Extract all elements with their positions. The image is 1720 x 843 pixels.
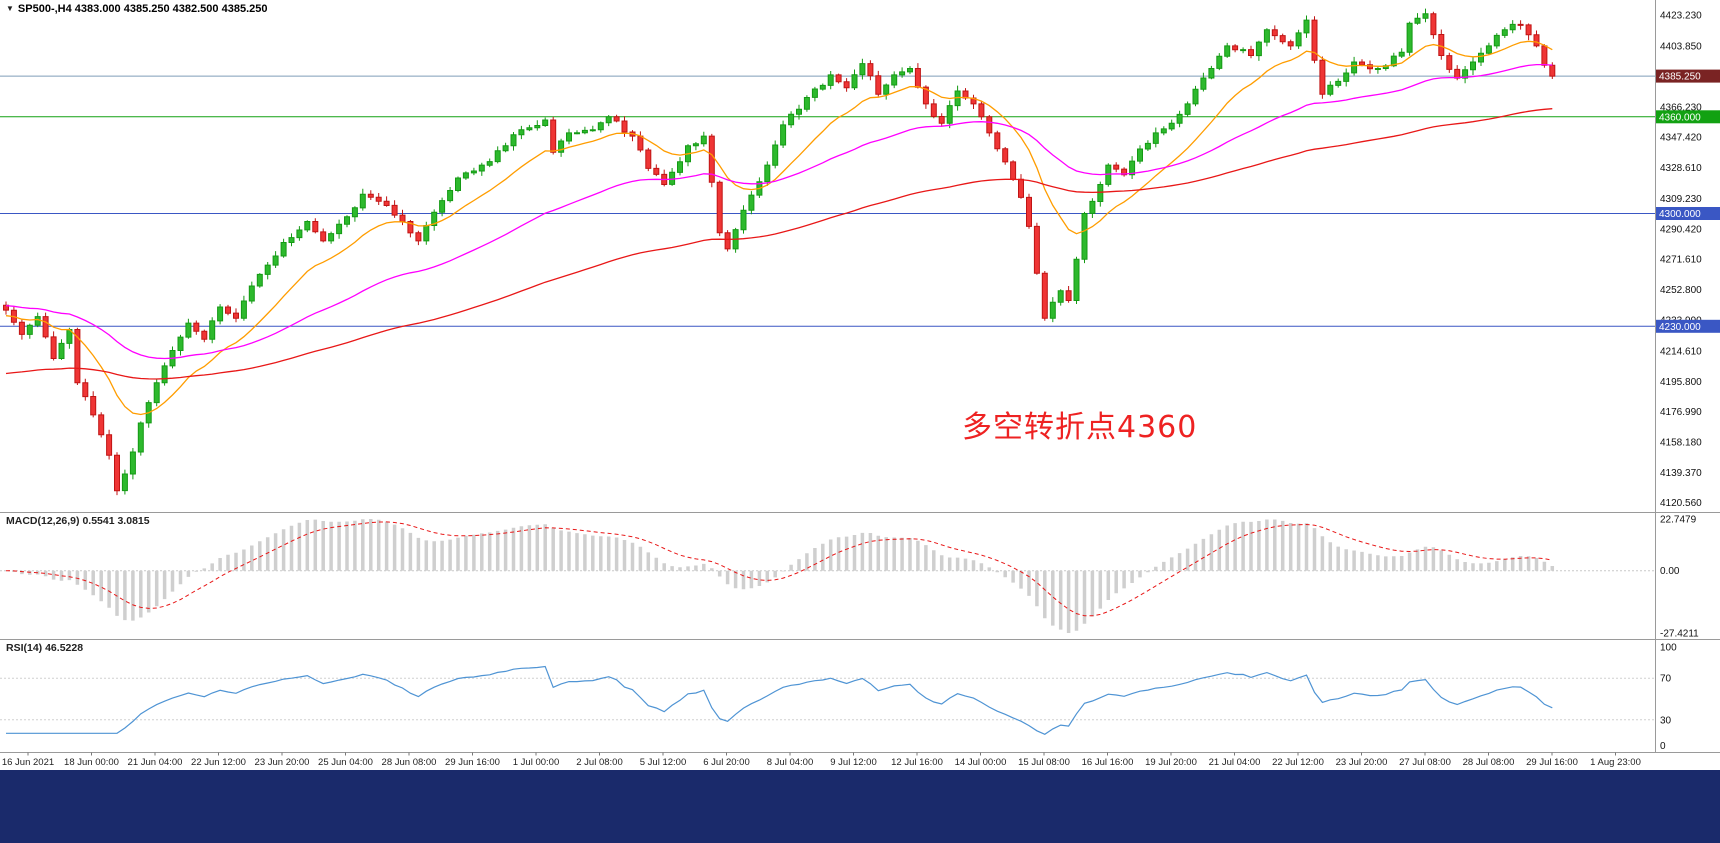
price-badge-label: 4230.000 xyxy=(1659,322,1701,333)
price-badge-label: 4360.000 xyxy=(1659,112,1701,123)
price-axis-label[interactable]: 4309.230 xyxy=(1660,194,1702,205)
ma-line-slow xyxy=(5,108,1553,380)
chart-text-annotation[interactable]: 多空转折点4360 xyxy=(962,410,1198,445)
price-axis-label[interactable]: 4290.420 xyxy=(1660,224,1702,235)
ma-line-fast xyxy=(5,40,1553,416)
time-axis-label[interactable]: 25 Jun 04:00 xyxy=(318,757,373,768)
time-axis-label[interactable]: 23 Jul 20:00 xyxy=(1336,757,1388,768)
price-axis-label[interactable]: 4271.610 xyxy=(1660,255,1702,266)
time-axis-label[interactable]: 27 Jul 08:00 xyxy=(1399,757,1451,768)
price-axis-label[interactable]: 4158.180 xyxy=(1660,438,1702,449)
time-axis-label[interactable]: 21 Jun 04:00 xyxy=(128,757,183,768)
macd-histogram xyxy=(12,519,1555,633)
price-badge-4385.250 xyxy=(1656,69,1720,83)
time-axis-label[interactable]: 8 Jul 04:00 xyxy=(767,757,813,768)
rsi-axis-label[interactable]: 0 xyxy=(1660,741,1666,752)
price-badge-4300.000 xyxy=(1656,207,1720,220)
time-axis-label[interactable]: 16 Jul 16:00 xyxy=(1082,757,1134,768)
price-badge-label: 4385.250 xyxy=(1659,72,1701,83)
time-axis-ticks xyxy=(27,752,1616,756)
price-axis-label[interactable]: 4328.610 xyxy=(1660,163,1702,174)
time-axis-label[interactable]: 22 Jul 12:00 xyxy=(1272,757,1324,768)
time-axis-label[interactable]: 18 Jun 00:00 xyxy=(64,757,119,768)
price-axis-label[interactable]: 4139.370 xyxy=(1660,468,1702,479)
down-candle-bodies xyxy=(3,13,1556,492)
time-axis-label[interactable]: 1 Jul 00:00 xyxy=(513,757,559,768)
price-axis-label[interactable]: 4347.420 xyxy=(1660,133,1702,144)
time-axis-label[interactable]: 16 Jun 2021 xyxy=(2,757,54,768)
time-axis-label[interactable]: 14 Jul 00:00 xyxy=(955,757,1007,768)
time-axis-label[interactable]: 9 Jul 12:00 xyxy=(830,757,876,768)
taskbar[interactable] xyxy=(0,770,1720,843)
chart-canvas[interactable]: 4423.230 4403.850 4366.230 4347.420 4328.610… xyxy=(0,0,1720,770)
price-axis-label[interactable]: 4120.560 xyxy=(1660,498,1702,509)
time-axis-label[interactable]: 1 Aug 23:00 xyxy=(1590,757,1641,768)
ma-line-mid xyxy=(5,63,1553,360)
time-axis-label[interactable]: 15 Jul 08:00 xyxy=(1018,757,1070,768)
chart-title: ▼ SP500-,H4 4383.000 4385.250 4382.500 43… xyxy=(6,3,267,15)
up-candle-bodies xyxy=(26,13,1516,492)
time-axis-label[interactable]: 22 Jun 12:00 xyxy=(191,757,246,768)
time-axis-label[interactable]: 6 Jul 20:00 xyxy=(703,757,749,768)
price-axis-label[interactable]: 4176.990 xyxy=(1660,407,1702,418)
price-badge-label: 4300.000 xyxy=(1659,209,1701,220)
time-axis-label[interactable]: 29 Jun 16:00 xyxy=(445,757,500,768)
price-axis-label[interactable]: 4403.850 xyxy=(1660,42,1702,53)
price-badge-4360.000 xyxy=(1656,110,1720,124)
time-axis-label[interactable]: 21 Jul 04:00 xyxy=(1209,757,1261,768)
time-axis-label[interactable]: 29 Jul 16:00 xyxy=(1526,757,1578,768)
time-axis-label[interactable]: 28 Jun 08:00 xyxy=(382,757,437,768)
time-axis-label[interactable]: 23 Jun 20:00 xyxy=(255,757,310,768)
rsi-axis-label[interactable]: 100 xyxy=(1660,643,1677,654)
macd-indicator-label: MACD(12,26,9) 0.5541 3.0815 xyxy=(6,515,150,527)
time-axis-label[interactable]: 19 Jul 20:00 xyxy=(1145,757,1197,768)
up-candle-wicks xyxy=(29,8,1514,495)
price-axis-label[interactable]: 4423.230 xyxy=(1660,10,1702,21)
macd-axis-label[interactable]: 22.7479 xyxy=(1660,515,1697,526)
time-axis-label[interactable]: 28 Jul 08:00 xyxy=(1463,757,1515,768)
price-badge-4230.000 xyxy=(1656,319,1720,333)
macd-axis-label[interactable]: 0.00 xyxy=(1660,566,1680,577)
price-axis-label[interactable]: 4214.610 xyxy=(1660,347,1702,358)
rsi-axis-label[interactable]: 30 xyxy=(1660,715,1672,726)
time-axis-label[interactable]: 2 Jul 08:00 xyxy=(576,757,622,768)
symbol-ohlc-title: SP500-,H4 4383.000 4385.250 4382.500 438… xyxy=(17,3,268,15)
price-axis-label[interactable]: 4366.230 xyxy=(1660,102,1702,113)
time-axis-label[interactable]: 12 Jul 16:00 xyxy=(891,757,943,768)
price-axis-label[interactable]: 4195.800 xyxy=(1660,377,1702,388)
rsi-axis-label[interactable]: 70 xyxy=(1660,674,1672,685)
rsi-indicator-label: RSI(14) 46.5228 xyxy=(6,642,84,654)
macd-axis-label[interactable]: -27.4211 xyxy=(1660,629,1699,640)
price-axis-label[interactable]: 4252.800 xyxy=(1660,285,1702,296)
rsi-line xyxy=(6,665,1553,735)
time-axis-label[interactable]: 5 Jul 12:00 xyxy=(640,757,686,768)
macd-signal-line xyxy=(5,521,1553,617)
symbol-marker-icon: ▼ xyxy=(6,4,14,13)
